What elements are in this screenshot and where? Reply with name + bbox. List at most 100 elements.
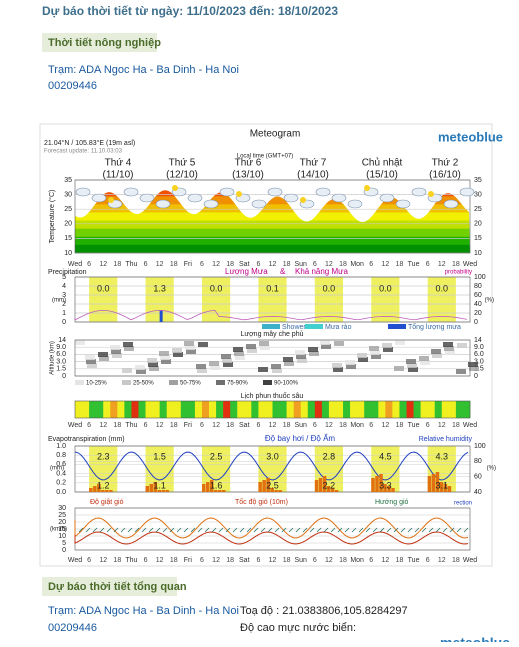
hour-label: 6 [87,422,91,429]
wind-arrow [120,527,126,533]
daily-value: 2.5 [266,480,279,490]
evap-bar [334,490,339,492]
wind-arrow [302,527,308,533]
speed-line [74,531,469,545]
unit: (%) [487,466,496,472]
wind-arrow [232,527,238,533]
evap-bar [435,472,440,492]
evap-bar [217,490,222,492]
wind-arrow [358,527,364,533]
cloud-cell [161,359,171,364]
tick-label: 0.2 [56,480,66,487]
hour-label: 12 [325,261,333,268]
wind-arrow [155,527,161,533]
tick-label: 20 [58,519,66,526]
hour-label: Thu [125,557,137,564]
cloud-cell [222,358,232,363]
hour-label: 18 [283,261,291,268]
tick-label: 3.0 [56,358,66,365]
hour-label: 18 [113,557,121,564]
cloud-icon [411,187,427,197]
panel-label: Precipitation [48,269,87,276]
wind-arrow [456,527,462,533]
hour-label: 6 [313,261,317,268]
panel-label: Evapotranspiration (mm) [48,436,125,443]
spray-cell [173,401,182,418]
hour-label: 6 [313,557,317,564]
sun-icon [172,185,178,191]
cloud-cell [345,360,355,365]
wind-arrow [428,527,434,533]
temp-band [75,212,470,222]
spray-cell [300,401,309,418]
cloud-cell [122,368,132,373]
wind-arrow [435,527,441,533]
cloud-cell [297,358,307,363]
spray-cell [103,401,111,418]
spray-cell [328,401,337,418]
cloud-cell [258,367,268,372]
tick-label: 0 [474,319,478,326]
plot-frame [74,179,471,254]
cloud-icon [443,199,459,209]
page-title: Dự báo thời tiết từ ngày: 11/10/2023 đến… [42,4,338,18]
daily-value: 3.3 [379,480,392,490]
tick-label: 10 [474,250,482,257]
spray-cell [82,401,90,418]
legend-label: 50-75% [180,381,201,387]
day-date: (11/10) [103,170,134,181]
spray-cell [159,401,167,418]
cloud-icon [379,193,395,203]
wind-arrow [225,527,231,533]
cloud-cell [234,351,244,356]
temp-band [75,244,470,253]
humidity-line [74,451,469,481]
cloud-cell [136,369,146,374]
wind-arrow [400,527,406,533]
cloud-icon [75,187,91,197]
tick-label: 15 [474,235,482,242]
cloud-cell [172,348,182,353]
evap-bar [109,490,113,492]
wind-arrow [414,527,420,533]
hour-label: Sat [239,557,250,564]
evap-bar [431,474,436,492]
section-label: Dự báo thời tiết tổng quan [48,581,187,593]
evap-bar [270,488,274,492]
cloud-cell [284,361,294,366]
sun-icon [236,191,242,197]
legend-label: 10-25% [86,381,107,387]
hour-label: 6 [313,422,317,429]
hour-label: 18 [226,422,234,429]
tick-label: 3 [62,292,66,299]
hour-label: 18 [283,557,291,564]
spray-cell [420,401,428,418]
legend-label: Mưa rào [325,324,352,331]
cloud-cell [408,367,418,372]
legend-swatch [305,324,323,329]
cloud-cell [419,356,429,361]
spray-cell [378,401,386,418]
cloud-cell [196,364,206,369]
cloud-cell [197,368,207,373]
evap-bar [213,490,218,492]
spray-cell [187,401,196,418]
spray-cell [180,401,189,418]
cloud-cell [332,363,342,368]
tick-label: 20 [474,221,482,228]
cloud-cell [260,345,270,350]
spray-cell [209,401,217,418]
tick-label: 0.6 [56,461,66,468]
wind-arrow [274,527,280,533]
cloud-icon [123,187,139,197]
tick-label: 15 [64,235,72,242]
legend-swatch [122,380,131,385]
section-label: Thời tiết nông nghiệp [48,37,161,49]
hour-label: 12 [156,557,164,564]
hour-label: 6 [200,422,204,429]
section-bar [42,33,157,52]
tick-label: 20 [64,221,72,228]
wind-arrow [323,527,329,533]
daily-total: 0.0 [379,283,392,293]
